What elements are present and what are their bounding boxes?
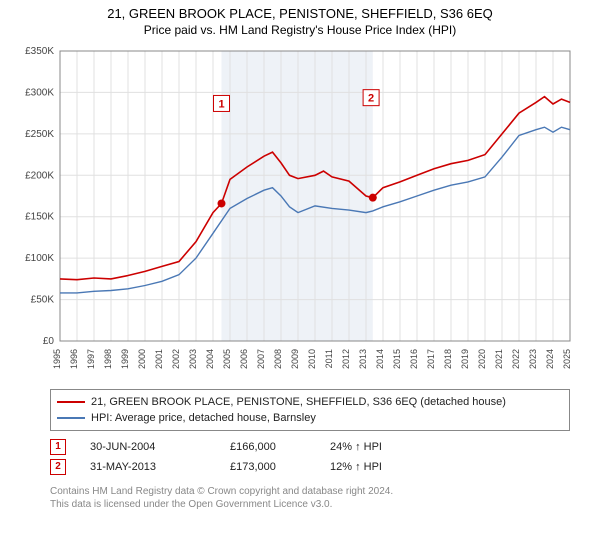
- title-block: 21, GREEN BROOK PLACE, PENISTONE, SHEFFI…: [0, 0, 600, 37]
- legend-label-1: 21, GREEN BROOK PLACE, PENISTONE, SHEFFI…: [91, 396, 506, 408]
- svg-text:2023: 2023: [528, 349, 538, 369]
- marker-date-2: 31-MAY-2013: [90, 461, 230, 473]
- svg-text:1997: 1997: [86, 349, 96, 369]
- legend-row-2: HPI: Average price, detached house, Barn…: [57, 410, 563, 426]
- marker-row-2: 2 31-MAY-2013 £173,000 12% ↑ HPI: [50, 457, 570, 477]
- svg-text:2024: 2024: [545, 349, 555, 369]
- legend: 21, GREEN BROOK PLACE, PENISTONE, SHEFFI…: [50, 389, 570, 431]
- svg-text:2020: 2020: [477, 349, 487, 369]
- svg-text:1998: 1998: [103, 349, 113, 369]
- svg-text:2017: 2017: [426, 349, 436, 369]
- legend-label-2: HPI: Average price, detached house, Barn…: [91, 412, 316, 424]
- marker-delta-1: 24% ↑ HPI: [330, 441, 450, 453]
- svg-text:2018: 2018: [443, 349, 453, 369]
- svg-text:2009: 2009: [290, 349, 300, 369]
- svg-text:2019: 2019: [460, 349, 470, 369]
- marker-table: 1 30-JUN-2004 £166,000 24% ↑ HPI 2 31-MA…: [50, 437, 570, 477]
- marker-badge-2: 2: [50, 459, 66, 475]
- svg-text:£150K: £150K: [25, 212, 54, 223]
- legend-swatch-1: [57, 401, 85, 403]
- svg-text:1999: 1999: [120, 349, 130, 369]
- svg-text:2025: 2025: [562, 349, 572, 369]
- svg-text:2002: 2002: [171, 349, 181, 369]
- svg-text:£0: £0: [43, 336, 55, 347]
- svg-text:2022: 2022: [511, 349, 521, 369]
- svg-text:£300K: £300K: [25, 87, 54, 98]
- svg-text:2001: 2001: [154, 349, 164, 369]
- svg-text:£250K: £250K: [25, 129, 54, 140]
- marker-badge-1: 1: [50, 439, 66, 455]
- footer: Contains HM Land Registry data © Crown c…: [50, 485, 570, 511]
- svg-text:2000: 2000: [137, 349, 147, 369]
- svg-text:2010: 2010: [307, 349, 317, 369]
- marker-row-1: 1 30-JUN-2004 £166,000 24% ↑ HPI: [50, 437, 570, 457]
- svg-text:2016: 2016: [409, 349, 419, 369]
- svg-text:1995: 1995: [52, 349, 62, 369]
- svg-text:£350K: £350K: [25, 46, 54, 57]
- svg-text:2007: 2007: [256, 349, 266, 369]
- marker-price-1: £166,000: [230, 441, 330, 453]
- chart-container: 21, GREEN BROOK PLACE, PENISTONE, SHEFFI…: [0, 0, 600, 560]
- marker-delta-2: 12% ↑ HPI: [330, 461, 450, 473]
- svg-text:1: 1: [218, 98, 224, 110]
- svg-text:2: 2: [368, 93, 374, 105]
- marker-date-1: 30-JUN-2004: [90, 441, 230, 453]
- chart-subtitle: Price paid vs. HM Land Registry's House …: [0, 23, 600, 37]
- svg-text:1996: 1996: [69, 349, 79, 369]
- svg-text:£50K: £50K: [31, 295, 55, 306]
- svg-text:2014: 2014: [375, 349, 385, 369]
- svg-text:2004: 2004: [205, 349, 215, 369]
- svg-text:2015: 2015: [392, 349, 402, 369]
- svg-text:2006: 2006: [239, 349, 249, 369]
- svg-text:2012: 2012: [341, 349, 351, 369]
- svg-text:2021: 2021: [494, 349, 504, 369]
- marker-price-2: £173,000: [230, 461, 330, 473]
- svg-text:2008: 2008: [273, 349, 283, 369]
- svg-text:2011: 2011: [324, 349, 334, 368]
- footer-line-1: Contains HM Land Registry data © Crown c…: [50, 485, 570, 498]
- footer-line-2: This data is licensed under the Open Gov…: [50, 498, 570, 511]
- svg-text:£200K: £200K: [25, 170, 54, 181]
- legend-row-1: 21, GREEN BROOK PLACE, PENISTONE, SHEFFI…: [57, 394, 563, 410]
- svg-text:2003: 2003: [188, 349, 198, 369]
- chart-area: £0 £50K £100K £150K £200K £250K £300K £350K 1995…: [10, 41, 590, 381]
- legend-swatch-2: [57, 417, 85, 419]
- chart-svg: £0 £50K £100K £150K £200K £250K £300K £350K 1995…: [10, 41, 590, 381]
- svg-text:2005: 2005: [222, 349, 232, 369]
- svg-text:£100K: £100K: [25, 253, 54, 264]
- chart-title-address: 21, GREEN BROOK PLACE, PENISTONE, SHEFFI…: [0, 6, 600, 21]
- svg-text:2013: 2013: [358, 349, 368, 369]
